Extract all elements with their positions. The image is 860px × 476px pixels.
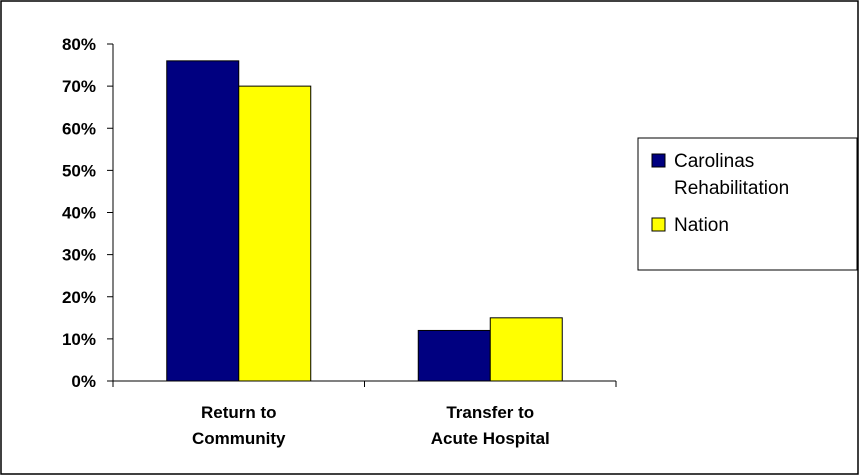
y-tick-label: 60% bbox=[62, 119, 96, 138]
legend-label-line: Rehabilitation bbox=[674, 178, 789, 199]
y-tick-label: 20% bbox=[62, 288, 96, 307]
bar bbox=[166, 60, 240, 382]
bar bbox=[417, 329, 491, 382]
y-tick-label: 10% bbox=[62, 330, 96, 349]
legend-label: Nation bbox=[674, 215, 729, 236]
x-category-label-line: Acute Hospital bbox=[431, 429, 550, 448]
legend-swatch bbox=[651, 153, 666, 168]
y-tick-label: 70% bbox=[62, 77, 96, 96]
legend: Carolinas Rehabilitation Nation bbox=[637, 137, 858, 271]
y-tick-label: 30% bbox=[62, 246, 96, 265]
legend-box bbox=[637, 137, 858, 271]
y-tick-label: 0% bbox=[71, 372, 96, 391]
y-tick-label: 50% bbox=[62, 161, 96, 180]
x-category-label: Transfer to Acute Hospital bbox=[431, 403, 550, 448]
x-category-label-line: Return to bbox=[201, 403, 277, 422]
y-tick-label: 40% bbox=[62, 204, 96, 223]
y-tick-label: 80% bbox=[62, 35, 96, 54]
bar bbox=[238, 85, 312, 382]
x-category-label: Return to Community bbox=[192, 403, 286, 448]
x-category-label-line: Community bbox=[192, 429, 286, 448]
legend-swatch bbox=[651, 217, 666, 232]
legend-label-line: Nation bbox=[674, 215, 729, 236]
legend-label: Carolinas Rehabilitation bbox=[674, 151, 789, 199]
plot-area: 0% 10% 20% 30% 40% 50% 60% 70% 80% Return to Commu… bbox=[62, 35, 617, 448]
legend-label-line: Carolinas bbox=[674, 151, 754, 172]
bar bbox=[489, 317, 563, 382]
x-category-label-line: Transfer to bbox=[446, 403, 534, 422]
